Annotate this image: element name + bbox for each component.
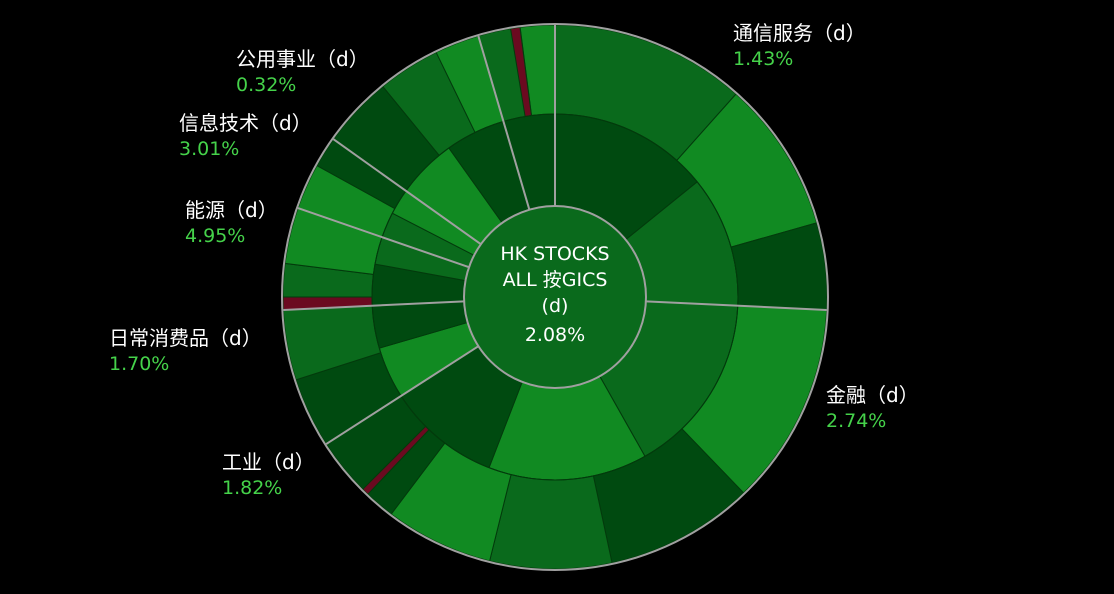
center-title-line-2: ALL 按GICS (503, 269, 608, 291)
sector-label-change: 1.70% (109, 353, 169, 375)
center-title-line-3: (d) (542, 295, 569, 317)
sector-label-change: 1.82% (222, 477, 282, 499)
sector-label-name[interactable]: 信息技术（d） (179, 111, 312, 135)
sector-separator (645, 300, 827, 311)
sector-label-name[interactable]: 金融（d） (826, 383, 919, 407)
sector-label-name[interactable]: 公用事业（d） (236, 47, 369, 71)
sector-label-name[interactable]: 工业（d） (222, 450, 315, 474)
sector-label-change: 3.01% (179, 138, 239, 160)
sector-label-name[interactable]: 通信服务（d） (733, 21, 866, 45)
sector-label-name[interactable]: 日常消费品（d） (109, 326, 262, 350)
sector-label-change: 1.43% (733, 48, 793, 70)
sector-separator (283, 300, 465, 311)
sector-label-change: 2.74% (826, 410, 886, 432)
sector-label-change: 4.95% (185, 225, 245, 247)
sector-separator-layer (281, 23, 829, 571)
sector-separator (325, 345, 479, 445)
center-disc[interactable] (463, 205, 647, 389)
sector-label-change: 0.32% (236, 74, 296, 96)
sector-separator (297, 207, 470, 269)
center-layer: HK STOCKS ALL 按GICS (d) 2.08% (463, 205, 647, 389)
sector-label-layer: 通信服务（d） 1.43% 金融（d） 2.74% 工业（d） 1.82% 日常消费品（d）… (109, 21, 919, 499)
center-title-line-1: HK STOCKS (500, 243, 609, 265)
sector-label-name[interactable]: 能源（d） (185, 198, 278, 222)
sunburst-ring-layer (282, 24, 828, 570)
outer-rim (281, 23, 829, 571)
sector-separator (332, 138, 482, 246)
center-change-value: 2.08% (525, 324, 585, 346)
sector-separator (477, 35, 531, 210)
